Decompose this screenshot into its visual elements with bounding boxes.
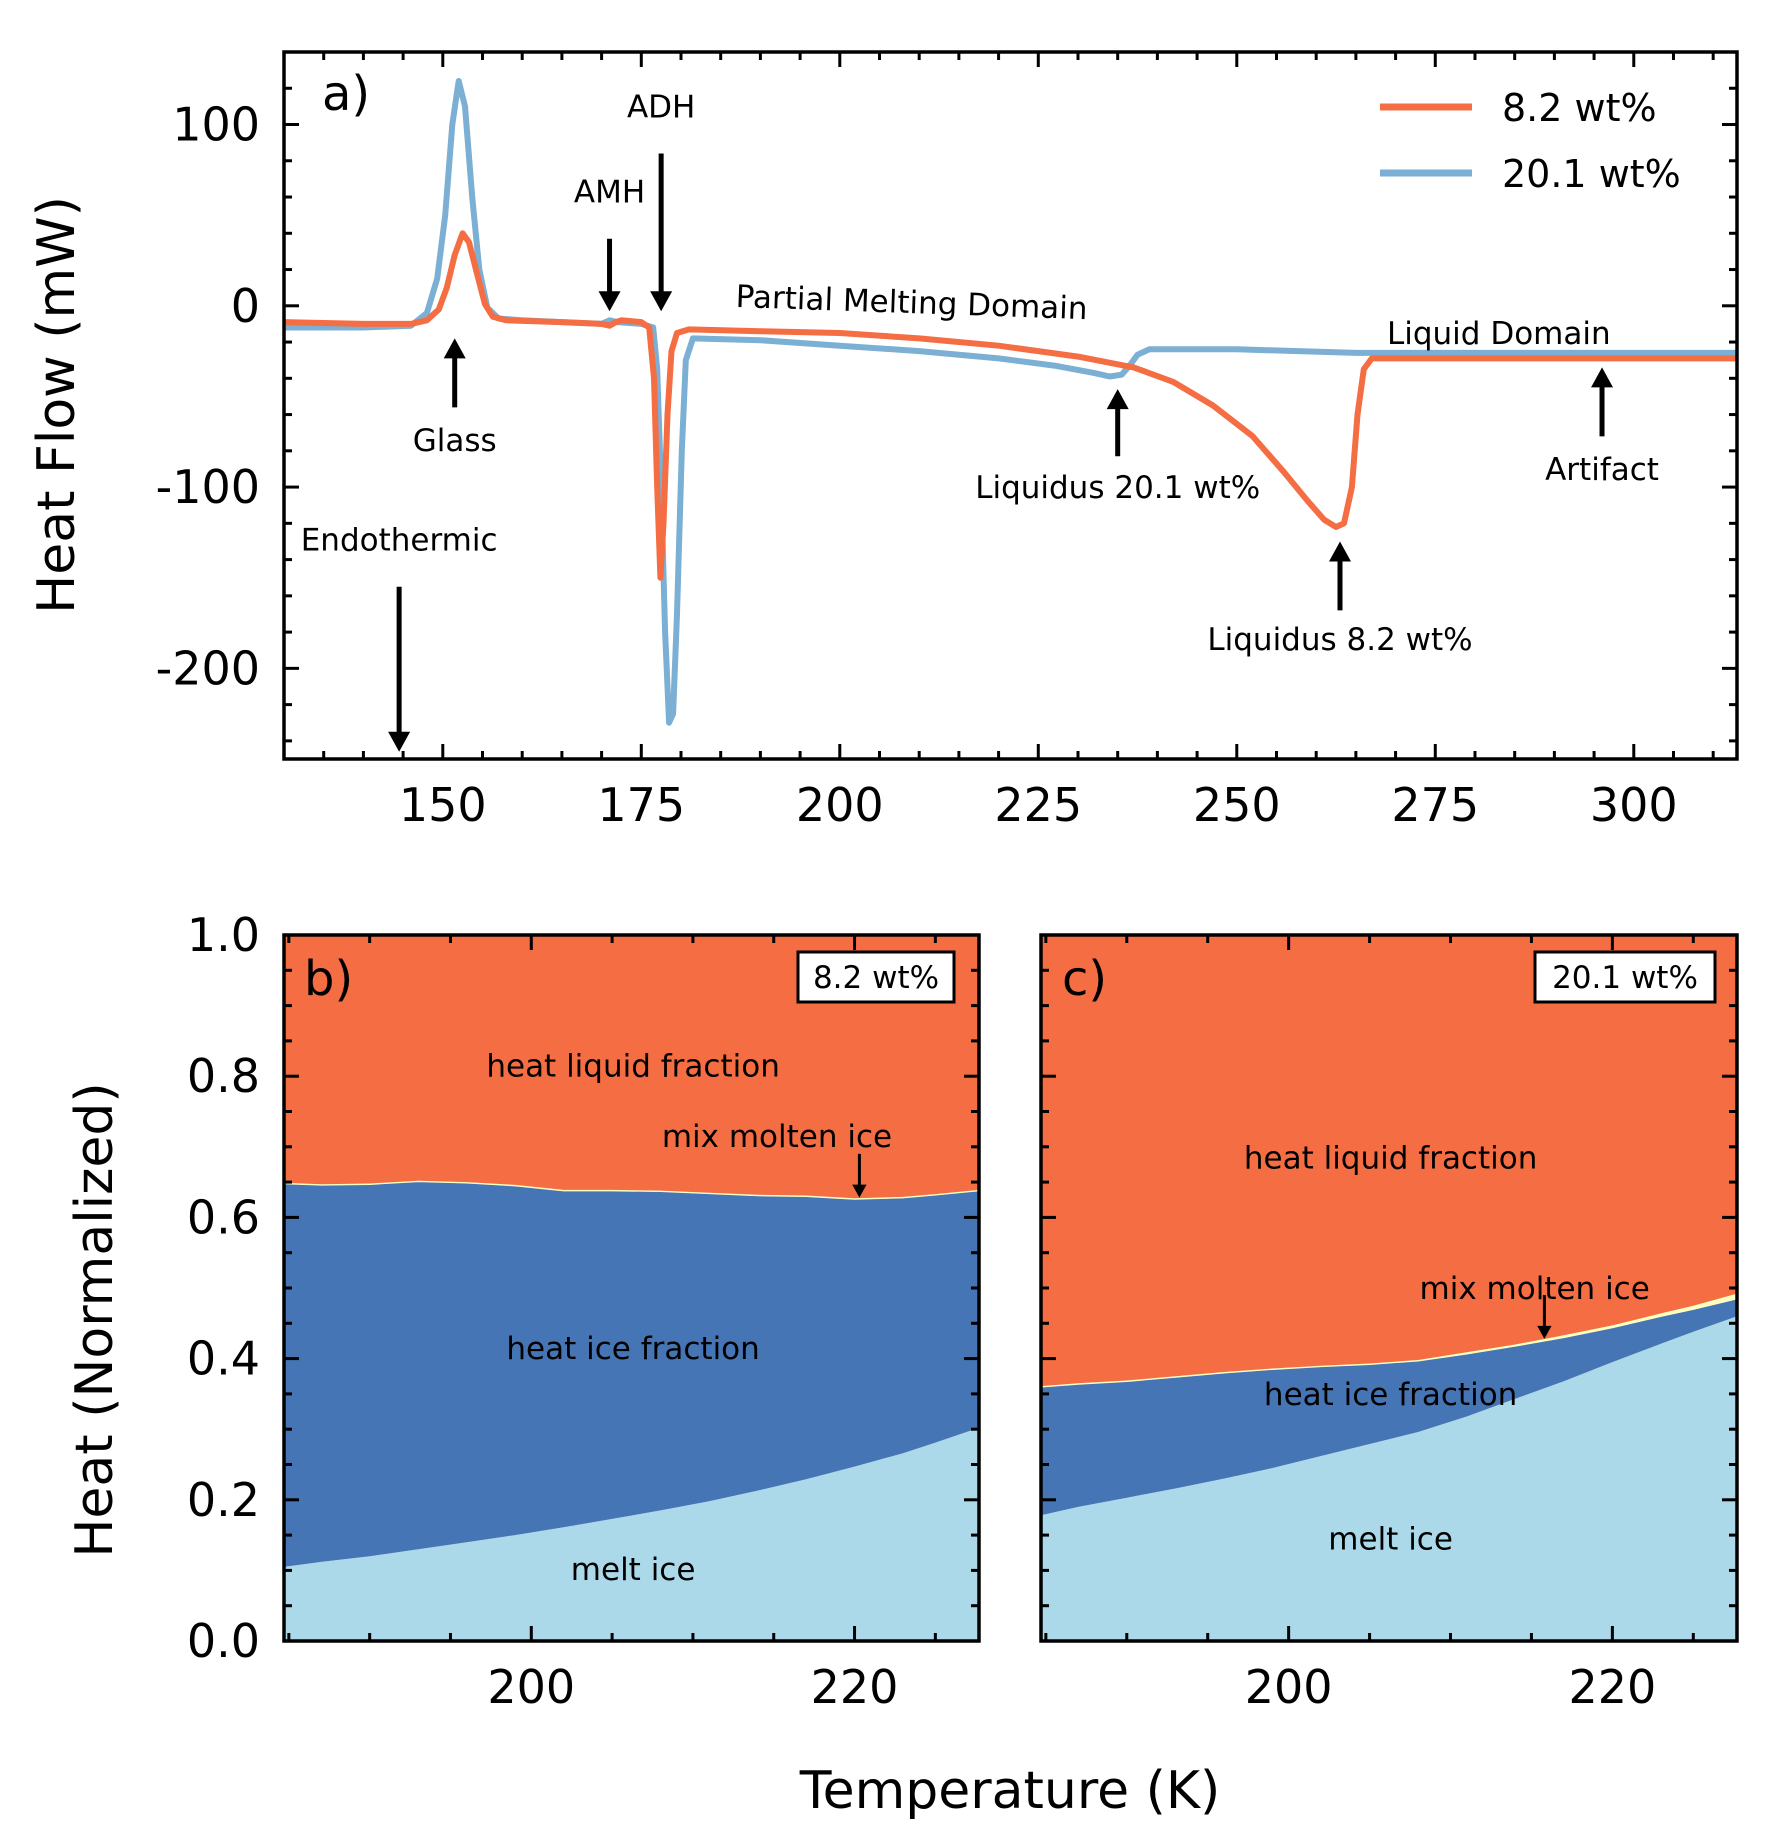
panel-a-letter: a)	[322, 66, 370, 122]
panel-c-frame	[1039, 933, 1739, 1643]
legend-label-20-1: 20.1 wt%	[1502, 152, 1681, 196]
x-tick-label: 175	[597, 778, 685, 832]
annotation-glass-arrow-head	[443, 338, 466, 359]
annotation-liquidus-20-1-wt-label: Liquidus 20.1 wt%	[975, 470, 1260, 506]
annotation-liquidus-8-2-wt-arrow-head	[1329, 541, 1352, 562]
label-heat-ice-fraction: heat ice fraction	[506, 1331, 759, 1367]
annotation-amh-arrow-head	[598, 291, 621, 312]
panel-c-annotations: heat liquid fraction heat ice fraction mel…	[1244, 1140, 1650, 1557]
panel-a-heat-flow-chart: 150 175 200 225 250 275 300 100 0 -100 -200 Glass A…	[27, 50, 1739, 832]
panel-a-frame	[282, 50, 1739, 761]
y-tick-label: 0.4	[187, 1332, 260, 1386]
y-tick-label: -200	[156, 641, 260, 695]
y-tick-label: 0	[231, 279, 260, 333]
x-tick-label: 275	[1391, 778, 1479, 832]
label-melt-ice: melt ice	[1328, 1522, 1453, 1558]
y-tick-label: 0.6	[187, 1190, 260, 1244]
panel-b-tag-label: 8.2 wt%	[813, 960, 939, 996]
x-axis-title: Temperature (K)	[799, 1761, 1221, 1821]
panel-c-tag: 20.1 wt%	[1533, 950, 1717, 1004]
y-tick-label: 0.2	[187, 1473, 260, 1527]
label-mix-molten-ice-arrow-head	[852, 1184, 867, 1198]
legend: 8.2 wt% 20.1 wt%	[1380, 86, 1681, 196]
label-mix-molten-ice: mix molten ice	[1420, 1271, 1650, 1307]
annotation-amh-label: AMH	[574, 174, 645, 210]
x-tick-label: 225	[994, 778, 1082, 832]
annotation-artifact-label: Artifact	[1545, 452, 1659, 488]
annotation-endothermic-arrow-head	[388, 731, 411, 752]
series-line-8-2-wt	[284, 230, 1737, 581]
y-tick-label: 1.0	[187, 908, 260, 962]
label-mix-molten-ice-arrow-head	[1537, 1325, 1552, 1339]
panel-a-annotations: Glass AMH ADH Partial Melting Domain Liquidu…	[301, 89, 1659, 752]
label-heat-ice-fraction: heat ice fraction	[1264, 1377, 1517, 1413]
annotation-glass-label: Glass	[413, 423, 497, 459]
area-heat-ice-fraction	[284, 1181, 979, 1567]
annotation-adh-label: ADH	[627, 89, 695, 125]
panel-b-tag: 8.2 wt%	[796, 950, 956, 1004]
panel-b-frame	[282, 933, 981, 1643]
label-heat-liquid-fraction: heat liquid fraction	[486, 1049, 780, 1085]
y-tick-label: 0.8	[187, 1049, 260, 1103]
y-tick-label: 0.0	[187, 1614, 260, 1668]
area-melt-ice	[1041, 1316, 1737, 1641]
panel-a-ticks: 150 175 200 225 250 275 300 100 0 -100 -200	[156, 50, 1737, 832]
annotation-endothermic-label: Endothermic	[301, 523, 498, 559]
panel-bc-y-axis-title: Heat (Normalized)	[65, 1082, 125, 1557]
legend-label-8-2: 8.2 wt%	[1502, 86, 1657, 130]
x-tick-label: 200	[796, 778, 884, 832]
panel-a-plot-area	[284, 78, 1737, 726]
panel-b-annotations: heat liquid fraction heat ice fraction mel…	[486, 1049, 892, 1588]
area-heat-liquid-fraction	[1041, 935, 1737, 1387]
x-tick-label: 220	[811, 1660, 899, 1714]
annotation-liquidus-20-1-wt-arrow-head	[1106, 389, 1129, 410]
annotation-artifact-arrow-head	[1591, 367, 1614, 388]
x-tick-label: 200	[487, 1660, 575, 1714]
x-tick-label: 220	[1568, 1660, 1656, 1714]
panel-b-letter: b)	[304, 951, 353, 1007]
panel-c-tag-box	[1533, 950, 1717, 1004]
annotation-adh-arrow-head	[650, 291, 673, 312]
panel-b-heat-fraction-chart: 200 220 0.0 0.2 0.4 0.6 0.8 1.0 heat liquid fra…	[187, 908, 981, 1714]
panel-b-tag-box	[796, 950, 956, 1004]
x-tick-label: 150	[399, 778, 487, 832]
annotation-partial-melting-domain-label: Partial Melting Domain	[735, 279, 1088, 327]
x-tick-label: 200	[1245, 1660, 1333, 1714]
panel-b-plot-area	[283, 935, 980, 1641]
label-heat-liquid-fraction: heat liquid fraction	[1244, 1140, 1538, 1176]
annotation-liquid-domain-label: Liquid Domain	[1387, 316, 1611, 352]
area-heat-ice-fraction	[1041, 1298, 1737, 1516]
x-tick-label: 250	[1193, 778, 1281, 832]
area-melt-ice	[284, 1427, 979, 1641]
panel-c-heat-fraction-chart: 200 220 heat liquid fraction heat ice frac…	[1039, 933, 1739, 1714]
label-melt-ice: melt ice	[571, 1552, 696, 1588]
panel-b-ticks: 200 220 0.0 0.2 0.4 0.6 0.8 1.0	[187, 908, 979, 1714]
label-mix-molten-ice: mix molten ice	[662, 1119, 892, 1155]
x-tick-label: 300	[1590, 778, 1678, 832]
annotation-liquidus-8-2-wt-label: Liquidus 8.2 wt%	[1207, 622, 1472, 658]
panel-c-letter: c)	[1062, 951, 1107, 1007]
y-tick-label: -100	[156, 460, 260, 514]
panel-c-plot-area	[1040, 935, 1738, 1641]
panel-a-y-axis-title: Heat Flow (mW)	[27, 196, 87, 614]
panel-c-tag-label: 20.1 wt%	[1552, 960, 1698, 996]
y-tick-label: 100	[172, 98, 260, 152]
